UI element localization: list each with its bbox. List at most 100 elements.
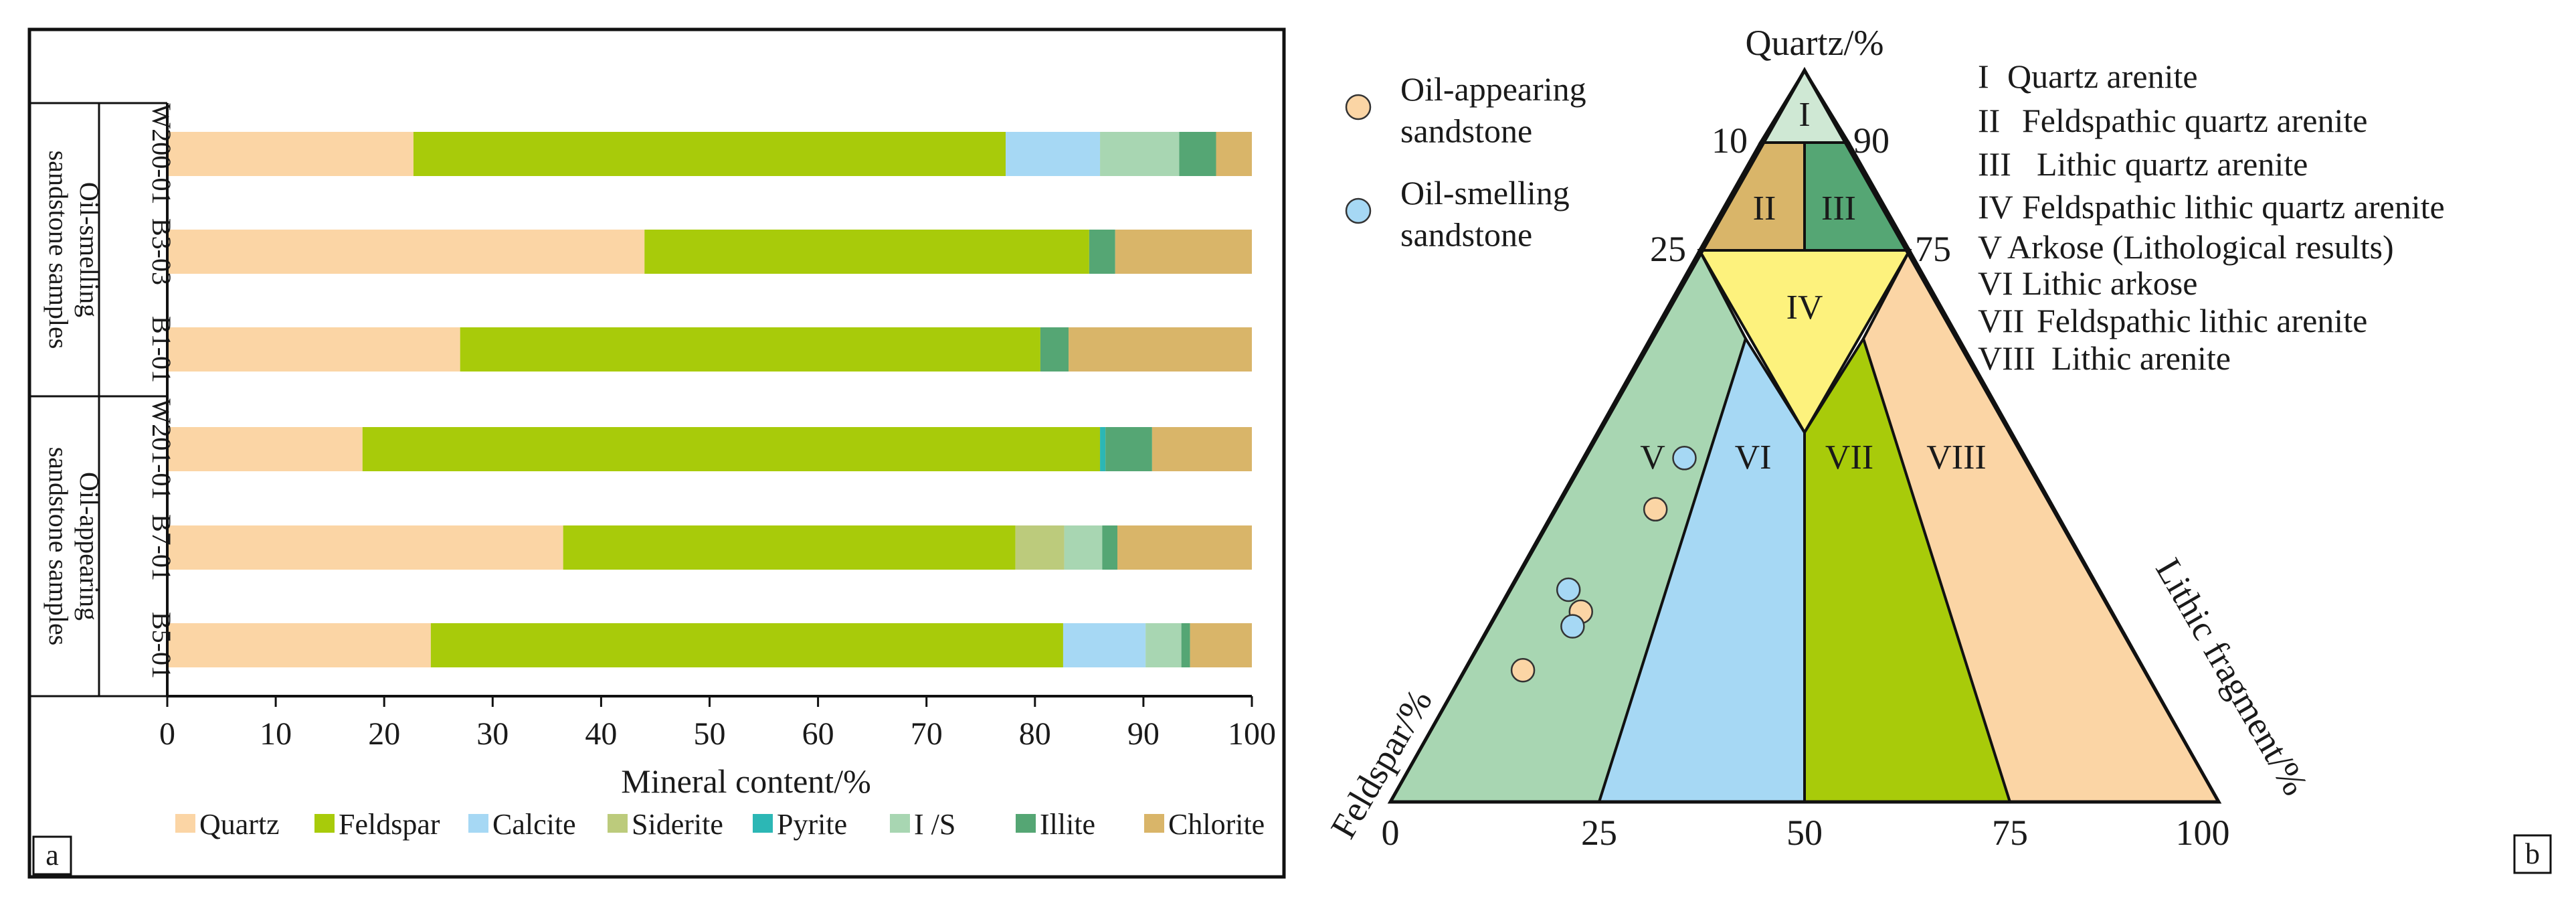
- sample-point-0-2: [1510, 658, 1536, 683]
- legend-label-siderite: Siderite: [632, 808, 723, 841]
- bar-segment-B1-01-illite: [1040, 327, 1069, 372]
- group-label-0: Oil-smellingsandstone samples: [43, 151, 104, 349]
- legend-swatch-illite: [1016, 814, 1036, 833]
- legend-label-pyrite: Pyrite: [777, 808, 847, 841]
- bar-segment-B5-01-chlorite: [1190, 623, 1252, 667]
- x-tick-label-30: 30: [476, 716, 509, 752]
- bottom-tick-0: 0: [1382, 813, 1400, 853]
- bar-segment-W200-01-illite: [1179, 132, 1216, 176]
- legend-label-feldspar: Feldspar: [339, 808, 440, 841]
- legend-swatch-chlorite: [1144, 814, 1164, 833]
- bar-segment-B5-01-quartz: [167, 623, 431, 667]
- class-legend-name-IV: Feldspathic lithic quartz arenite: [2022, 188, 2445, 226]
- region-label-V: V: [1640, 438, 1665, 477]
- bar-segment-B5-01-illite: [1181, 623, 1190, 667]
- x-tick-label-10: 10: [260, 716, 292, 752]
- class-legend-numeral-VIII: VIII: [1978, 339, 2035, 377]
- category-label-B1-01: B1-01: [147, 316, 177, 383]
- legend-swatch-feldspar: [314, 814, 335, 833]
- bar-segment-B7-01-is: [1064, 525, 1103, 570]
- bar-segment-W200-01-is: [1100, 132, 1180, 176]
- class-legend-name-II: Feldspathic quartz arenite: [2022, 102, 2367, 139]
- panel-a: W200-01 B3-03 B1-01 W201-01 B7-01 B5-01 Oil-s…: [27, 27, 1286, 879]
- right-edge-tick-90: 90: [1853, 120, 1890, 161]
- bar-segment-W201-01-feldspar: [362, 427, 1101, 471]
- legend-swatch-quartz: [175, 814, 195, 833]
- sample-point-0-0: [1643, 497, 1668, 522]
- x-tick-label-80: 80: [1019, 716, 1051, 752]
- bar-segment-W200-01-chlorite: [1216, 132, 1252, 176]
- left-edge-tick-10: 10: [1712, 120, 1748, 161]
- x-tick-label-100: 100: [1228, 716, 1276, 752]
- legend-swatch-calcite: [468, 814, 488, 833]
- bar-segment-B3-03-feldspar: [644, 230, 1089, 274]
- region-label-VIII: VIII: [1926, 438, 1987, 477]
- bar-segment-B7-01-illite: [1102, 525, 1117, 570]
- bar-segment-W200-01-quartz: [167, 132, 413, 176]
- class-legend-numeral-IV: IV: [1978, 188, 2013, 226]
- class-legend-numeral-II: II: [1978, 102, 2000, 139]
- legend-label-calcite: Calcite: [492, 808, 576, 841]
- bar-segment-B1-01-chlorite: [1069, 327, 1252, 372]
- point-legend: Oil-appearing sandstone Oil-smelling sandst…: [1345, 70, 1586, 254]
- sample-point-1-2: [1560, 614, 1585, 639]
- panel-b-letter-box: [2513, 834, 2552, 874]
- region-label-VI: VI: [1735, 438, 1772, 477]
- legend-swatch-pyrite: [753, 814, 773, 833]
- bar-segment-B3-03-chlorite: [1115, 230, 1252, 274]
- panel-a-frame: [27, 27, 1286, 879]
- bar-segment-B5-01-is: [1145, 623, 1182, 667]
- class-legend-name-III: Lithic quartz arenite: [2037, 145, 2308, 183]
- bar-segment-B7-01-quartz: [167, 525, 563, 570]
- bar-segment-B5-01-feldspar: [430, 623, 1063, 667]
- point-legend-marker-1: [1345, 197, 1372, 224]
- x-axis-title: Mineral content/%: [621, 762, 871, 800]
- bar-segment-B7-01-feldspar: [563, 525, 1016, 570]
- class-legend-numeral-VII: VII: [1978, 302, 2024, 339]
- stacked-bars: [167, 132, 1252, 667]
- region-labels: I II III IV V VI VII VIII: [1640, 96, 1987, 477]
- legend-swatch-is: [890, 814, 910, 833]
- region-label-VII: VII: [1825, 438, 1873, 477]
- x-tick-label-40: 40: [585, 716, 617, 752]
- class-legend-name-VIII: Lithic arenite: [2051, 339, 2231, 377]
- panel-a-letter: a: [45, 839, 59, 872]
- bar-segment-B7-01-chlorite: [1117, 525, 1252, 570]
- bar-segment-W201-01-chlorite: [1152, 427, 1252, 471]
- region-label-I: I: [1799, 96, 1810, 134]
- category-label-W201-01: W201-01: [147, 398, 177, 499]
- bar-segment-W201-01-pyrite: [1100, 427, 1106, 471]
- x-tick-label-50: 50: [694, 716, 726, 752]
- apex-label-quartz: Quartz/%: [1746, 23, 1884, 63]
- class-legend-name-I: Quartz arenite: [2007, 58, 2198, 95]
- x-tick-label-70: 70: [911, 716, 943, 752]
- region-label-IV: IV: [1786, 289, 1823, 327]
- class-legend-numeral-V: V: [1978, 228, 2002, 266]
- category-label-W200-01: W200-01: [147, 103, 177, 204]
- legend-label-quartz: Quartz: [199, 808, 280, 841]
- bottom-tick-50: 50: [1786, 813, 1823, 853]
- bar-segment-W200-01-feldspar: [413, 132, 1006, 176]
- bar-segment-B3-03-quartz: [167, 230, 645, 274]
- class-legend-name-VI: Lithic arkose: [2022, 264, 2197, 302]
- right-edge-tick-75: 75: [1915, 229, 1951, 269]
- group-labels: Oil-smellingsandstone samples Oil-appeari…: [43, 151, 104, 646]
- triangle-outline: [1387, 66, 2222, 804]
- bar-segment-B3-03-illite: [1089, 230, 1115, 274]
- category-labels: W200-01 B3-03 B1-01 W201-01 B7-01 B5-01: [147, 103, 177, 679]
- panel-b: I II III IV V VI VII VIII 10 25 90 75 0 …: [1323, 23, 2552, 874]
- group-label-1: Oil-appearingsandstone samples: [43, 447, 104, 646]
- category-label-B5-01: B5-01: [147, 612, 177, 679]
- x-tick-label-20: 20: [368, 716, 400, 752]
- legend-label-is: I /S: [914, 808, 955, 841]
- legend-label-illite: Illite: [1040, 808, 1095, 841]
- class-legend-numeral-III: III: [1978, 145, 2011, 183]
- panel-b-letter: b: [2525, 837, 2540, 870]
- bar-segment-B7-01-siderite: [1015, 525, 1065, 570]
- x-tick-label-0: 0: [159, 716, 175, 752]
- ternary-regions: [1387, 66, 2222, 804]
- point-legend-label-0: Oil-appearing sandstone: [1400, 70, 1586, 150]
